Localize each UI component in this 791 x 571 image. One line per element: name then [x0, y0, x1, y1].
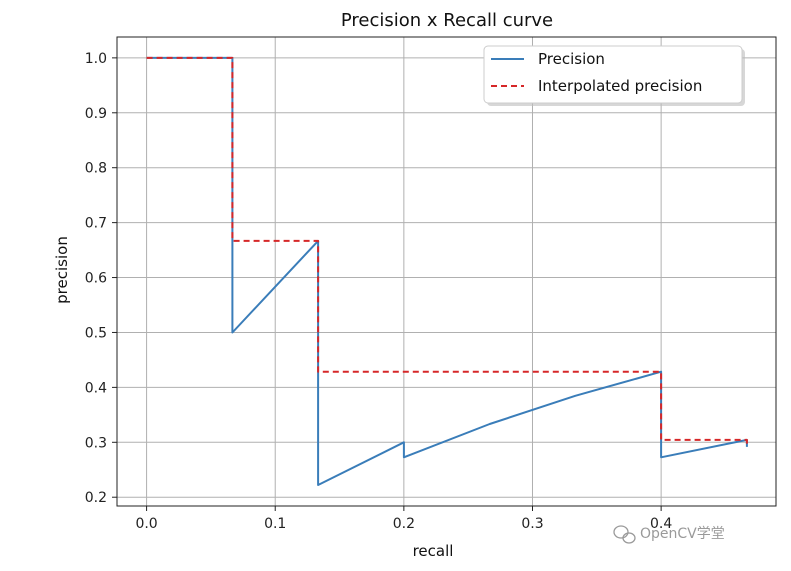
x-tick-label: 0.0 — [135, 516, 157, 532]
y-tick-label: 0.5 — [85, 325, 107, 341]
precision-line — [146, 56, 748, 486]
interpolated-precision-line — [146, 56, 748, 447]
y-tick-label: 0.9 — [85, 106, 107, 122]
plot-frame — [116, 36, 777, 507]
series-layer — [146, 56, 748, 486]
legend-label-interpolated: Interpolated precision — [538, 77, 702, 95]
y-tick-label: 0.6 — [85, 271, 107, 287]
y-tick-label: 0.2 — [85, 490, 107, 506]
watermark: OpenCV学堂 — [613, 525, 725, 544]
y-axis-label: precision — [53, 236, 71, 304]
y-tick-label: 1.0 — [85, 51, 107, 67]
x-tick-label: 0.2 — [393, 516, 415, 532]
watermark-text: OpenCV学堂 — [640, 526, 725, 542]
ticks: 0.0 0.1 0.2 0.3 0.4 0.2 0.3 0.4 0.5 0.6 0.7 0.8 0.9 1… — [85, 51, 673, 532]
y-tick-label: 0.7 — [85, 216, 107, 232]
x-tick-label: 0.4 — [650, 516, 672, 532]
wechat-icon — [613, 525, 636, 544]
legend: Precision Interpolated precision — [483, 45, 745, 106]
y-tick-label: 0.8 — [85, 161, 107, 177]
y-tick-label: 0.3 — [85, 435, 107, 451]
chart-title: Precision x Recall curve — [341, 10, 553, 31]
x-tick-label: 0.3 — [521, 516, 543, 532]
x-tick-label: 0.1 — [264, 516, 286, 532]
x-axis-label: recall — [413, 542, 454, 560]
y-tick-label: 0.4 — [85, 380, 107, 396]
legend-box — [483, 45, 743, 104]
grid — [117, 37, 776, 506]
legend-label-precision: Precision — [538, 50, 605, 68]
